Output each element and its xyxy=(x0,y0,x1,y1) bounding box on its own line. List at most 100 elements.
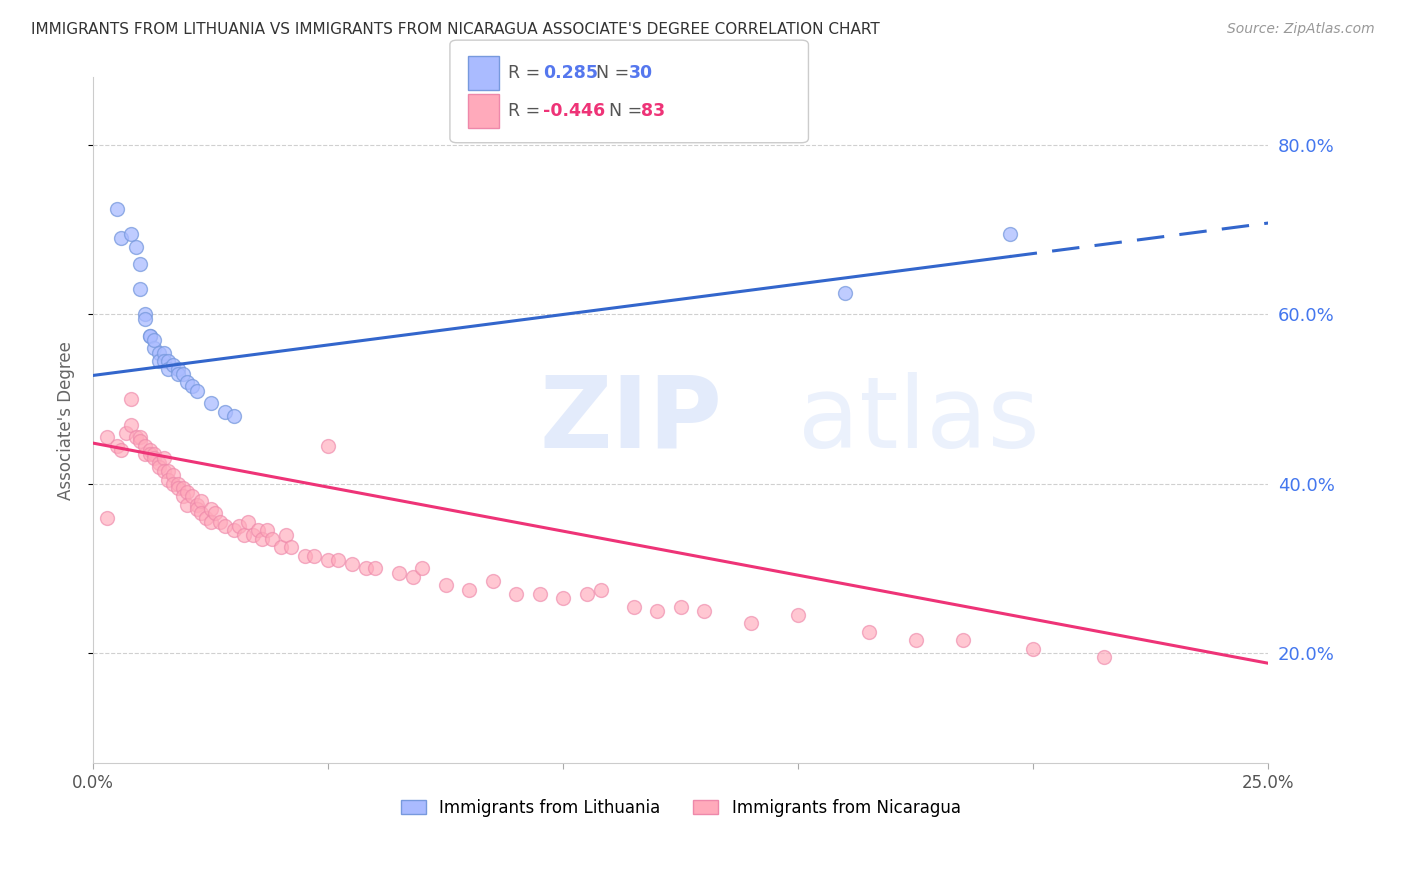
Point xyxy=(354,561,377,575)
Text: 30: 30 xyxy=(628,64,652,82)
Point xyxy=(172,367,194,381)
Text: Source: ZipAtlas.com: Source: ZipAtlas.com xyxy=(1227,22,1375,37)
Point xyxy=(260,532,283,546)
Point xyxy=(669,599,692,614)
Point xyxy=(274,527,297,541)
Point xyxy=(157,354,180,368)
Point xyxy=(96,430,118,444)
Point xyxy=(270,541,292,555)
Point xyxy=(134,311,156,326)
Point xyxy=(190,493,212,508)
Point xyxy=(228,519,250,533)
Point xyxy=(238,515,260,529)
Point xyxy=(186,384,208,398)
Text: 0.285: 0.285 xyxy=(543,64,598,82)
Point xyxy=(190,507,212,521)
Text: N =: N = xyxy=(596,64,636,82)
Point xyxy=(434,578,457,592)
Point xyxy=(166,476,188,491)
Point xyxy=(138,447,160,461)
Point xyxy=(575,587,598,601)
Point xyxy=(120,417,142,432)
Y-axis label: Associate's Degree: Associate's Degree xyxy=(58,341,75,500)
Point xyxy=(326,553,349,567)
Point xyxy=(553,591,575,605)
Point xyxy=(200,502,222,516)
Point xyxy=(316,553,339,567)
Point xyxy=(411,561,433,575)
Point xyxy=(998,227,1021,241)
Point xyxy=(162,358,184,372)
Point xyxy=(157,362,180,376)
Point xyxy=(152,464,174,478)
Point xyxy=(148,354,170,368)
Point xyxy=(740,616,762,631)
Point xyxy=(952,633,974,648)
Point xyxy=(181,379,204,393)
Point xyxy=(157,473,180,487)
Point xyxy=(364,561,387,575)
Text: -0.446: -0.446 xyxy=(543,102,605,120)
Point xyxy=(224,524,246,538)
Point xyxy=(186,502,208,516)
Point xyxy=(246,524,269,538)
Point xyxy=(172,481,194,495)
Point xyxy=(162,476,184,491)
Point xyxy=(166,481,188,495)
Text: R =: R = xyxy=(508,102,546,120)
Point xyxy=(388,566,411,580)
Point xyxy=(458,582,481,597)
Point xyxy=(904,633,927,648)
Point xyxy=(105,202,128,216)
Point xyxy=(172,490,194,504)
Point xyxy=(834,286,856,301)
Point xyxy=(623,599,645,614)
Point xyxy=(693,604,716,618)
Point xyxy=(143,342,166,356)
Point xyxy=(200,515,222,529)
Point xyxy=(148,459,170,474)
Point xyxy=(166,362,188,376)
Point xyxy=(129,434,152,449)
Point xyxy=(302,549,325,563)
Point xyxy=(505,587,527,601)
Point xyxy=(129,282,152,296)
Point xyxy=(200,396,222,410)
Point xyxy=(280,541,302,555)
Text: 83: 83 xyxy=(641,102,665,120)
Point xyxy=(176,498,198,512)
Point xyxy=(152,451,174,466)
Text: N =: N = xyxy=(609,102,648,120)
Text: atlas: atlas xyxy=(799,372,1040,469)
Point xyxy=(143,333,166,347)
Point xyxy=(402,570,425,584)
Point xyxy=(529,587,551,601)
Text: R =: R = xyxy=(508,64,546,82)
Point xyxy=(138,442,160,457)
Point xyxy=(96,510,118,524)
Point xyxy=(209,515,232,529)
Point xyxy=(242,527,264,541)
Point xyxy=(181,490,204,504)
Point xyxy=(143,447,166,461)
Point xyxy=(1092,650,1115,665)
Point xyxy=(124,240,146,254)
Point xyxy=(176,485,198,500)
Point xyxy=(645,604,668,618)
Point xyxy=(176,375,198,389)
Point xyxy=(316,439,339,453)
Point xyxy=(589,582,612,597)
Point xyxy=(214,519,236,533)
Point xyxy=(152,354,174,368)
Point xyxy=(186,498,208,512)
Point xyxy=(134,439,156,453)
Point xyxy=(787,607,810,622)
Point xyxy=(115,425,138,440)
Point xyxy=(166,367,188,381)
Text: IMMIGRANTS FROM LITHUANIA VS IMMIGRANTS FROM NICARAGUA ASSOCIATE'S DEGREE CORREL: IMMIGRANTS FROM LITHUANIA VS IMMIGRANTS … xyxy=(31,22,880,37)
Point xyxy=(120,392,142,406)
Point xyxy=(157,464,180,478)
Point xyxy=(129,430,152,444)
Point xyxy=(294,549,316,563)
Point xyxy=(120,227,142,241)
